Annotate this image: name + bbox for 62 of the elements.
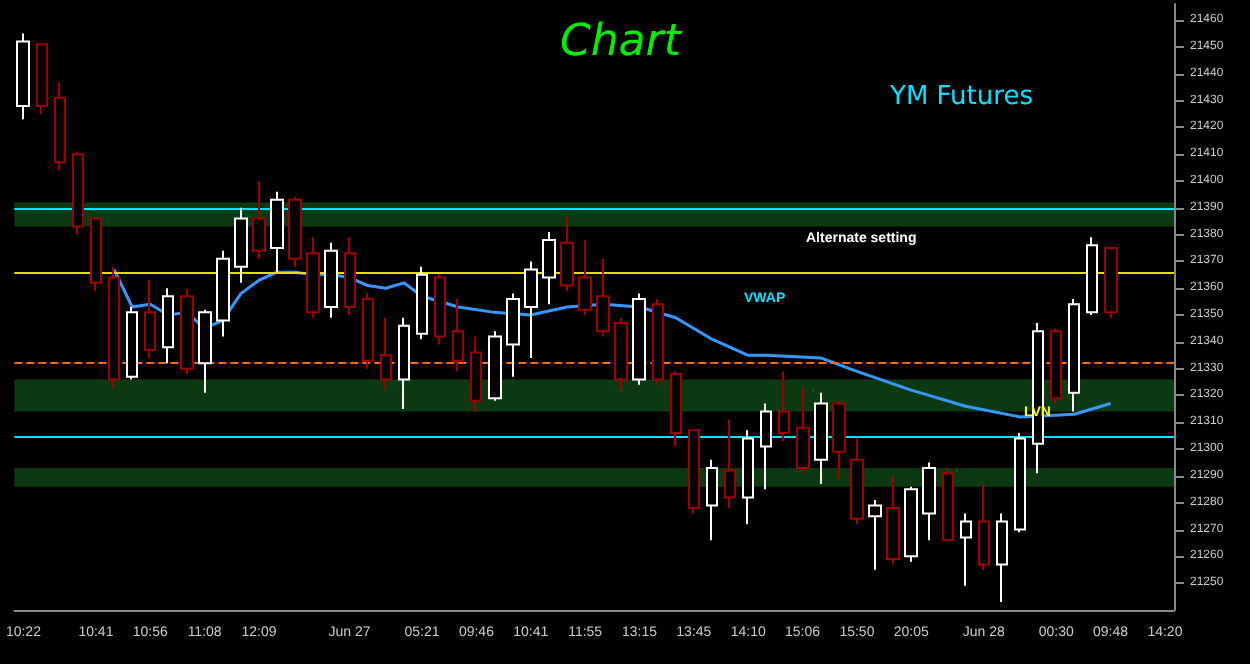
candlestick — [344, 236, 356, 317]
candlestick — [416, 265, 428, 341]
candlestick — [814, 391, 828, 485]
candlestick — [398, 316, 410, 410]
candlestick — [922, 461, 936, 542]
candlestick — [452, 297, 464, 373]
candlestick — [724, 418, 736, 510]
candlestick — [434, 273, 446, 346]
candlestick — [904, 485, 918, 563]
candlestick — [1086, 236, 1098, 317]
candlestick — [198, 308, 212, 394]
candlestick — [16, 32, 30, 121]
candlestick — [324, 241, 338, 319]
candlestick — [470, 335, 482, 413]
candlestick — [362, 292, 374, 370]
candlestick — [488, 330, 502, 402]
candlestick — [742, 429, 754, 526]
candlestick — [288, 196, 302, 268]
candlestick — [670, 370, 682, 448]
candlestick — [216, 249, 230, 338]
candlestick — [978, 482, 990, 571]
candlestick — [778, 370, 790, 443]
candlestick — [306, 236, 320, 319]
candlestick — [252, 179, 266, 260]
candlestick — [90, 217, 102, 292]
candlestick — [1014, 432, 1026, 534]
candlestick — [832, 399, 846, 480]
candlestick — [108, 265, 120, 389]
candlestick — [180, 287, 194, 376]
candlestick — [506, 292, 520, 378]
candlestick — [560, 214, 574, 292]
candlestick — [632, 292, 646, 386]
candlestick — [524, 260, 538, 359]
candlestick — [234, 206, 248, 284]
candlestick — [54, 80, 66, 172]
candlestick — [162, 287, 174, 365]
candlestick — [960, 512, 972, 587]
candlestick — [380, 316, 392, 392]
candlestick — [1104, 247, 1118, 319]
candlestick — [760, 402, 772, 491]
candlestick — [850, 437, 864, 526]
candlestick — [868, 499, 882, 571]
candlestick — [578, 238, 592, 317]
candlestick — [144, 279, 156, 359]
candlestick — [706, 458, 718, 542]
candlestick — [72, 150, 84, 236]
candlestick — [270, 190, 284, 274]
text: YM Futures — [888, 82, 1034, 112]
candlestick — [796, 386, 810, 475]
candlestick — [614, 316, 628, 392]
candlestick — [688, 429, 700, 515]
candlestick — [596, 257, 610, 338]
chart-title: Chart — [560, 17, 684, 67]
candlestick — [652, 297, 664, 386]
candlestick — [1050, 327, 1062, 405]
candlestick — [886, 474, 900, 566]
candlestick — [542, 230, 556, 306]
candlestick — [36, 43, 48, 115]
candlestick — [1068, 297, 1080, 413]
candlestick — [126, 306, 138, 381]
candlestick — [942, 466, 954, 542]
candlestick — [996, 512, 1008, 603]
